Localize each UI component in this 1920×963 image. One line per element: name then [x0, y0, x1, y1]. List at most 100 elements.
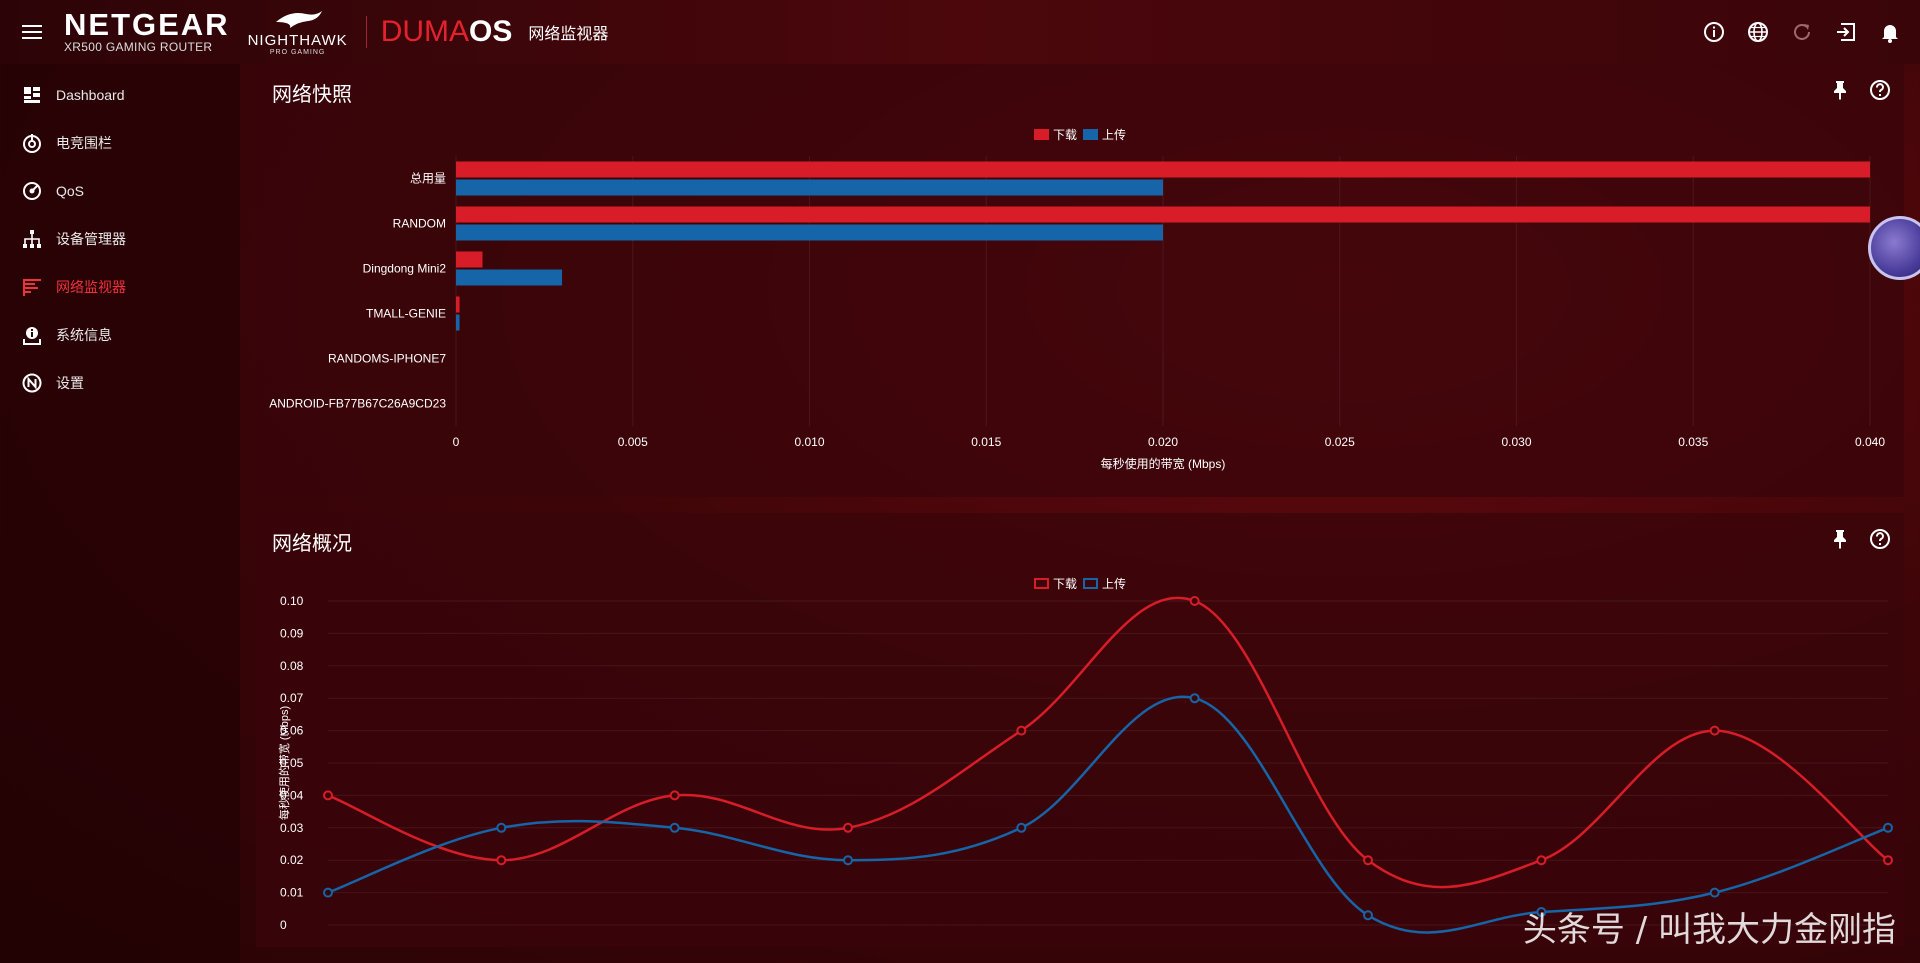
legend-upload[interactable]: 上传	[1083, 575, 1126, 592]
header-divider	[365, 16, 367, 48]
category-label: ANDROID-FB77B67C26A9CD23	[269, 397, 446, 411]
router-model: XR500 GAMING ROUTER	[64, 40, 213, 54]
y-tick-label: 0	[280, 918, 287, 932]
sidebar-item-label: 电竞围栏	[56, 135, 112, 151]
y-tick-label: 0.08	[280, 659, 304, 673]
sidebar-item-label: 设备管理器	[56, 231, 126, 247]
legend-download-label: 下载	[1052, 577, 1077, 591]
help-icon[interactable]	[1868, 78, 1892, 102]
sidebar-item-label: 设置	[56, 375, 84, 391]
info-icon[interactable]	[1702, 20, 1726, 44]
x-axis-label: 每秒使用的带宽 (Mbps)	[1101, 456, 1226, 471]
pin-icon[interactable]	[1828, 527, 1852, 551]
download-line	[327, 596, 1889, 889]
settings-icon	[20, 371, 44, 395]
y-tick-label: 0.04	[280, 788, 304, 802]
nighthawk-logo: NIGHTHAWK PRO GAMING	[248, 8, 348, 56]
help-icon[interactable]	[1868, 527, 1892, 551]
panel-title: 网络快照	[272, 84, 352, 106]
page-title: 网络监视器	[528, 26, 609, 43]
sidebar-item-settings[interactable]: 设置	[0, 359, 240, 407]
upload-line	[327, 695, 1889, 934]
device-manager-icon	[20, 227, 44, 251]
category-label: TMALL-GENIE	[366, 307, 446, 321]
legend-upload-swatch	[1083, 578, 1098, 589]
download-point	[1016, 725, 1027, 736]
download-point	[1189, 596, 1200, 606]
system-info-icon	[20, 323, 44, 347]
x-tick-label: 0.020	[1148, 435, 1178, 449]
y-axis-label: 每秒使用的带宽 (Mbps)	[277, 706, 291, 820]
upload-point	[669, 822, 680, 833]
y-tick-label: 0.05	[280, 756, 304, 770]
upload-point	[1709, 887, 1720, 898]
globe-icon[interactable]	[1746, 20, 1770, 44]
upload-point	[1536, 907, 1547, 918]
upload-point	[843, 855, 853, 866]
x-tick-label: 0	[453, 435, 460, 449]
legend-download-swatch	[1033, 578, 1049, 589]
upload-bar	[456, 269, 563, 286]
category-label: RANDOM	[393, 217, 446, 231]
legend-download[interactable]: 下载	[1033, 126, 1077, 143]
sidebar-item-system-info[interactable]: 系统信息	[0, 311, 240, 359]
y-tick-label: 0.01	[280, 886, 304, 900]
legend-download[interactable]: 下载	[1033, 575, 1077, 592]
sidebar-item-label: Dashboard	[56, 87, 125, 103]
category-label: Dingdong Mini2	[363, 262, 447, 276]
legend-upload[interactable]: 上传	[1083, 126, 1126, 143]
upload-bar	[456, 179, 1163, 196]
network-monitor-icon	[20, 275, 44, 299]
geofilter-icon	[20, 131, 44, 155]
x-tick-label: 0.015	[971, 435, 1001, 449]
x-tick-label: 0.035	[1678, 435, 1708, 449]
x-tick-label: 0.025	[1325, 435, 1355, 449]
y-tick-label: 0.10	[280, 594, 304, 608]
download-point	[1883, 855, 1893, 866]
y-tick-label: 0.02	[280, 853, 304, 867]
panel-actions	[1828, 527, 1892, 551]
refresh-icon[interactable]	[1790, 20, 1814, 44]
x-tick-label: 0.010	[794, 435, 824, 449]
download-point	[323, 790, 333, 801]
download-point	[1709, 725, 1720, 736]
bell-icon[interactable]	[1878, 20, 1902, 44]
upload-point	[1363, 910, 1373, 921]
logout-icon[interactable]	[1834, 20, 1858, 44]
network-snapshot-panel: 0 0.005 0.010 0.015 0.020 0.025 0.030 0.035 0.04…	[256, 64, 1920, 497]
y-tick-label: 0.09	[280, 626, 304, 640]
sidebar-item-qos[interactable]: QoS	[0, 167, 240, 215]
overview-legend: 下载 上传	[256, 575, 1904, 592]
upload-point	[496, 822, 507, 833]
y-tick-label: 0.06	[280, 724, 304, 738]
x-tick-label: 0.030	[1501, 435, 1531, 449]
top-bar: NETGEAR XR500 GAMING ROUTER NIGHTHAWK PR…	[0, 0, 1920, 64]
brand-name: NETGEAR	[64, 7, 230, 42]
category-label: 总用量	[410, 172, 446, 186]
nighthawk-name: NIGHTHAWK	[247, 32, 348, 49]
upload-bar	[456, 224, 1163, 241]
pin-icon[interactable]	[1828, 78, 1852, 102]
sidebar-item-label: QoS	[56, 183, 85, 199]
menu-icon[interactable]	[0, 0, 64, 64]
x-tick-label: 0.040	[1855, 435, 1885, 449]
sidebar-item-device-manager[interactable]: 设备管理器	[0, 215, 240, 263]
legend-upload-label: 上传	[1102, 128, 1127, 142]
download-point	[1536, 855, 1547, 866]
sidebar-item-geofilter[interactable]: 电竞围栏	[0, 119, 240, 167]
snapshot-legend: 下载 上传	[256, 126, 1904, 143]
category-label: RANDOMS-IPHONE7	[328, 352, 446, 366]
download-bar	[456, 206, 1870, 223]
legend-upload-swatch	[1083, 129, 1098, 140]
download-bar	[456, 296, 460, 313]
sidebar-item-dashboard[interactable]: Dashboard	[0, 71, 240, 119]
legend-download-label: 下载	[1052, 128, 1077, 142]
sidebar-item-label: 系统信息	[56, 327, 112, 343]
download-point	[669, 790, 680, 801]
side-orb-button[interactable]	[1868, 216, 1920, 280]
sidebar-item-network-monitor[interactable]: 网络监视器	[0, 263, 240, 311]
panel-title: 网络概况	[272, 533, 352, 555]
brand-logo: NETGEAR XR500 GAMING ROUTER	[64, 7, 230, 54]
legend-upload-label: 上传	[1102, 577, 1127, 591]
dumaos-logo: DUMAOS	[381, 15, 513, 49]
